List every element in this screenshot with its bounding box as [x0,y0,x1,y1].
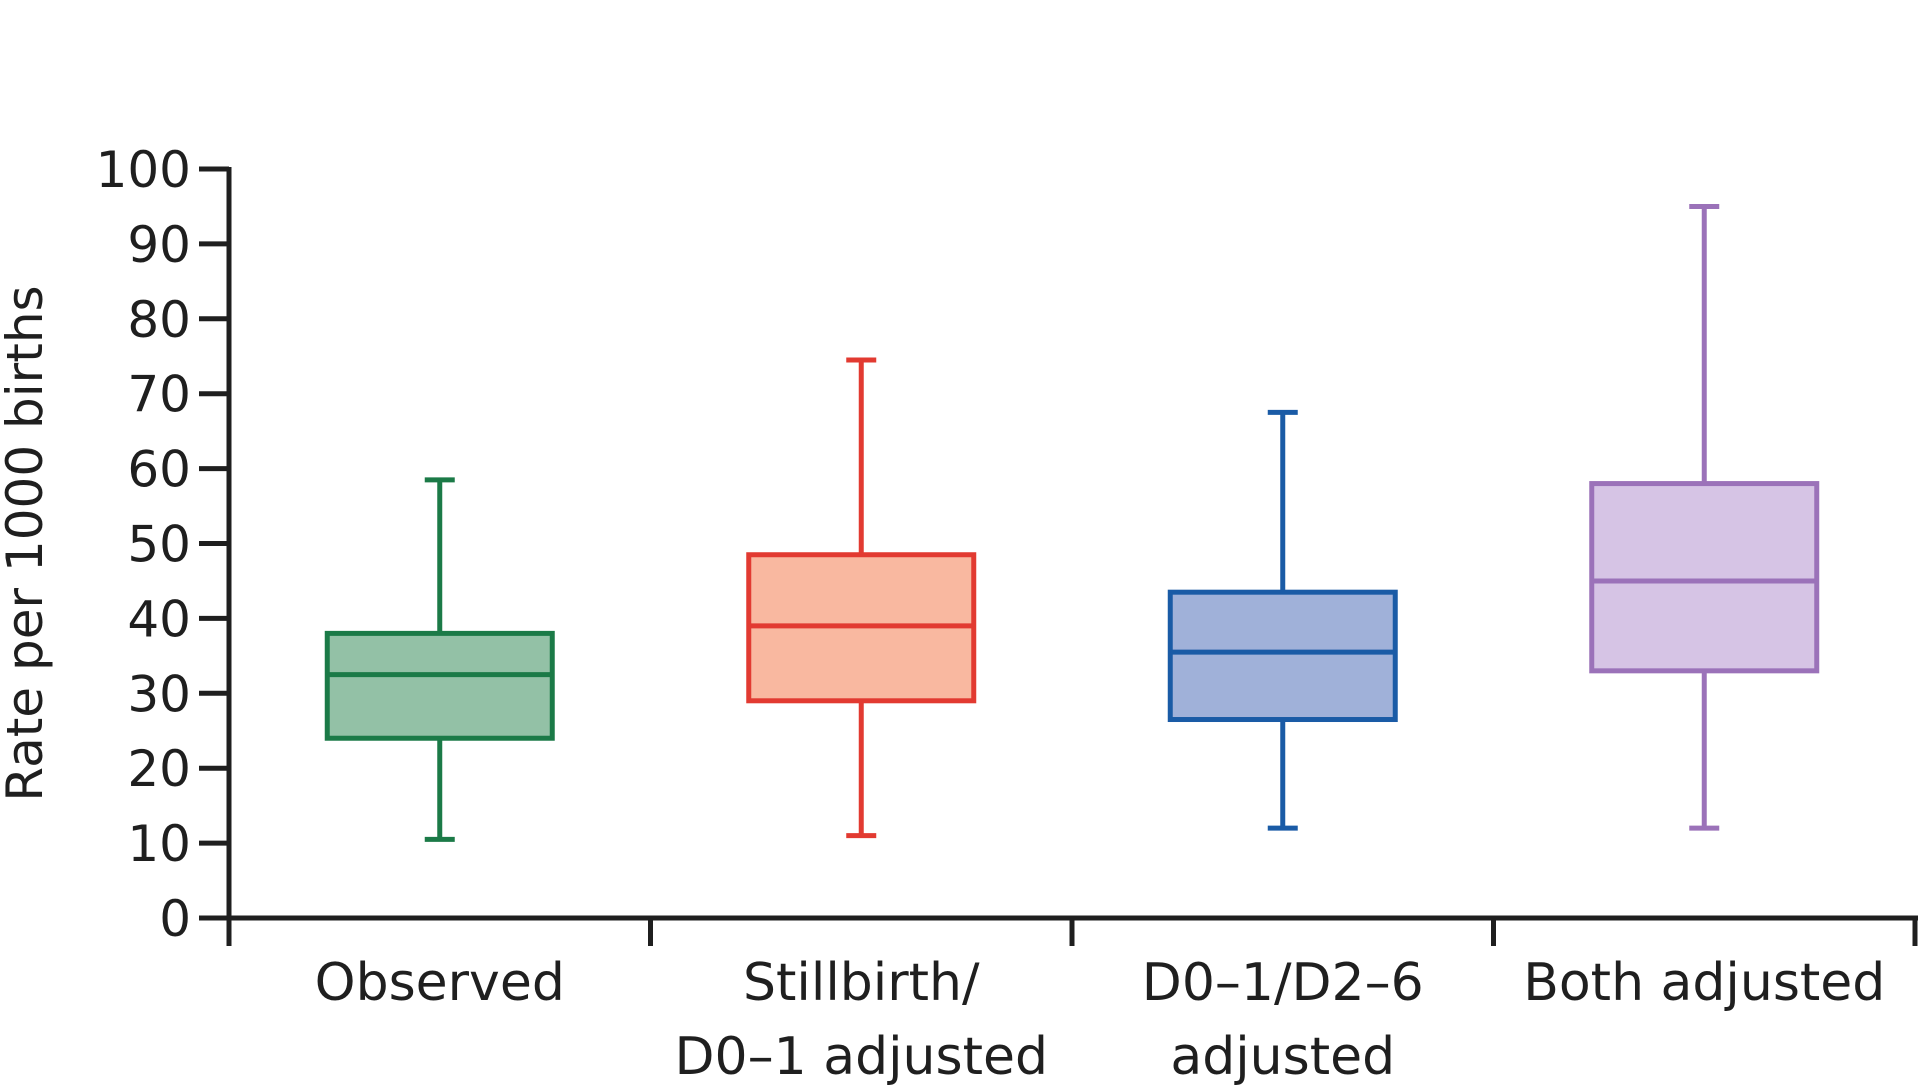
box-4 [1589,203,1820,831]
category-label-4: Both adjusted [1523,953,1885,1013]
box-series [324,203,1820,842]
y-tick-label-20: 20 [127,740,191,798]
y-tick-label-10: 10 [127,815,191,873]
box-2 [746,357,977,839]
y-tick-label-50: 50 [127,516,191,574]
iqr-box [1589,481,1820,674]
iqr-box [324,630,555,741]
y-axis-title-group: Rate per 1000 births [0,285,54,801]
y-tick-label-80: 80 [127,291,191,349]
x-axis-ticks [226,918,1918,946]
category-label-line: D0–1/D2–6 [1142,953,1424,1013]
category-label-2: Stillbirth/D0–1 adjusted [675,953,1049,1087]
iqr-box [1167,589,1398,723]
category-labels: Observed Stillbirth/D0–1 adjusted D0–1/D2–… [315,953,1886,1087]
y-tick-label-30: 30 [127,665,191,723]
y-tick-label-40: 40 [127,590,191,648]
box-3 [1167,409,1398,831]
box-1 [324,477,555,842]
y-axis-title: Rate per 1000 births [0,285,54,801]
y-tick-label-70: 70 [127,366,191,424]
category-label-line: adjusted [1170,1027,1395,1087]
category-label-line: Both adjusted [1523,953,1885,1013]
category-label-3: D0–1/D2–6 adjusted [1142,953,1424,1087]
y-axis-ticks: 0 10 20 30 40 50 60 70 80 90 100 [96,141,229,948]
category-label-line: D0–1 adjusted [675,1027,1049,1087]
category-label-1: Observed [315,953,565,1013]
y-tick-label-100: 100 [96,141,191,199]
y-tick-label-0: 0 [159,890,191,948]
y-tick-label-60: 60 [127,441,191,499]
y-tick-label-90: 90 [127,216,191,274]
category-label-line: Observed [315,953,565,1013]
category-label-line: Stillbirth/ [743,953,980,1013]
